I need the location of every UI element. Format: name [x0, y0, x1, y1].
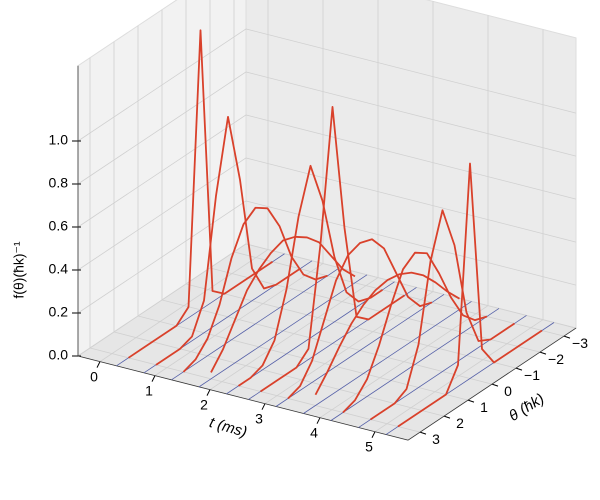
grid-line — [77, 243, 577, 357]
y-tick-label: −2 — [548, 351, 564, 367]
y-tick-label: 0 — [504, 383, 512, 399]
slice-curve — [128, 29, 273, 359]
x-tick-label: 2 — [200, 396, 208, 412]
grid-line — [154, 0, 324, 376]
y-tick-label: 1 — [480, 399, 488, 415]
slice-curve — [238, 164, 383, 387]
slice-curve — [314, 271, 460, 396]
grid-line — [161, 9, 493, 385]
grid-line — [264, 1, 434, 405]
y-axis-label: θ (ħk) — [506, 390, 547, 425]
x-tick — [151, 375, 156, 382]
slice-curve — [155, 115, 301, 366]
x-tick-label: 1 — [145, 382, 153, 398]
z-tick-label: 0.2 — [49, 304, 69, 320]
x-tick — [316, 417, 321, 424]
y-tick — [515, 367, 523, 371]
grid-line — [77, 28, 577, 142]
grid-line — [374, 29, 544, 433]
grid-line — [209, 0, 541, 353]
y-tick — [539, 351, 547, 355]
x-tick — [371, 431, 376, 438]
slice-curve — [182, 206, 328, 373]
y-tick — [443, 415, 451, 419]
axis-line — [77, 355, 409, 441]
x-tick — [206, 389, 211, 396]
x-tick-label: 0 — [90, 368, 98, 384]
y-tick-label: 3 — [432, 431, 440, 447]
slice-curve — [260, 106, 405, 393]
slice-curve — [342, 251, 488, 414]
axis-line — [407, 327, 577, 441]
y-tick-label: −3 — [572, 335, 588, 351]
z-axis-label: f(θ)(ħk)⁻¹ — [11, 241, 27, 299]
z-tick-label: 0.8 — [49, 175, 69, 191]
x-tick-label: 5 — [365, 438, 373, 454]
grid-line — [113, 41, 445, 417]
theory-floor — [330, 308, 500, 421]
y-tick-label: −1 — [524, 367, 540, 383]
grid-line — [185, 0, 517, 369]
x-tick — [96, 361, 101, 368]
x-tick-label: 3 — [255, 410, 263, 426]
theory-floor — [275, 294, 445, 407]
y-tick-label: 2 — [456, 415, 464, 431]
y-tick — [467, 399, 475, 403]
grid-line — [137, 25, 469, 401]
y-tick — [419, 431, 427, 435]
slice-curve — [370, 209, 515, 421]
grid-line — [99, 0, 269, 362]
grid-line — [77, 157, 577, 271]
grid-line — [77, 114, 577, 228]
grid-line — [77, 71, 577, 185]
x-axis-label: t (ms) — [207, 414, 249, 441]
x-tick-label: 4 — [310, 424, 318, 440]
theory-floor — [198, 274, 368, 388]
grid-line — [209, 0, 379, 390]
y-tick — [491, 383, 499, 387]
grid-line — [77, 200, 577, 314]
y-tick — [563, 335, 571, 339]
z-tick-label: 0.0 — [49, 347, 69, 363]
slice-curve — [210, 235, 356, 373]
theory-floor — [303, 301, 472, 414]
grid-line — [319, 15, 489, 419]
x-tick — [261, 403, 266, 410]
slice-curve — [287, 238, 433, 400]
slice-curve — [397, 162, 543, 428]
z-tick-label: 0.6 — [49, 218, 69, 234]
z-tick-label: 0.4 — [49, 261, 69, 277]
grid-line — [89, 57, 421, 433]
z-tick-label: 1.0 — [49, 132, 69, 148]
theory-floor — [171, 267, 340, 381]
